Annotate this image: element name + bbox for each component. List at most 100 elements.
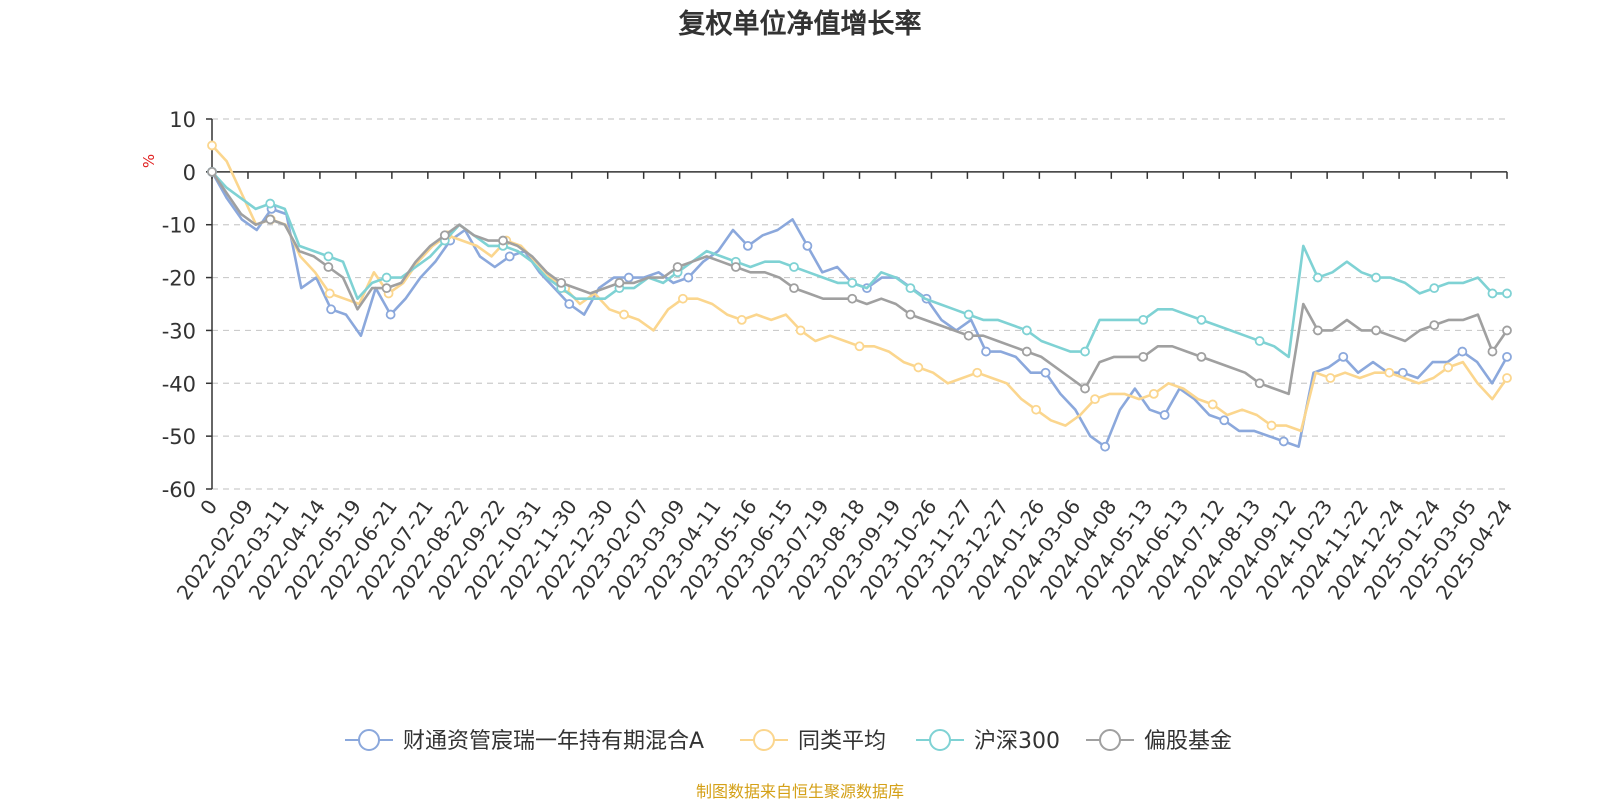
data-point[interactable]: [1371, 272, 1381, 283]
data-point[interactable]: [1338, 351, 1349, 362]
data-point[interactable]: [1040, 367, 1051, 378]
data-point[interactable]: [1429, 283, 1440, 294]
legend-item-0[interactable]: 财通资管宸瑞一年持有期混合A: [345, 729, 704, 754]
data-point[interactable]: [1487, 346, 1498, 357]
data-point[interactable]: [1138, 314, 1149, 325]
data-point[interactable]: [1254, 336, 1265, 346]
data-point[interactable]: [207, 166, 217, 177]
legend-marker-circle: [753, 729, 775, 751]
data-point[interactable]: [1429, 320, 1440, 331]
data-point[interactable]: [1021, 325, 1032, 336]
legend-marker-circle: [1099, 729, 1121, 751]
legend-item-3[interactable]: 偏股基金: [1086, 729, 1232, 754]
data-point[interactable]: [1457, 346, 1468, 357]
legend-label: 偏股基金: [1144, 729, 1232, 754]
data-point[interactable]: [1207, 399, 1218, 410]
data-point[interactable]: [1219, 415, 1230, 426]
y-tick-label: -10: [162, 214, 196, 238]
y-tick-label: 0: [183, 161, 196, 185]
data-point[interactable]: [1148, 388, 1159, 399]
data-point[interactable]: [265, 198, 276, 209]
y-tick-label: -40: [162, 372, 196, 396]
data-point[interactable]: [326, 304, 336, 315]
data-point[interactable]: [1090, 394, 1100, 405]
data-point[interactable]: [614, 277, 625, 288]
data-point[interactable]: [1254, 378, 1265, 389]
data-point[interactable]: [381, 283, 392, 294]
data-point[interactable]: [1502, 325, 1512, 336]
data-point[interactable]: [789, 283, 799, 294]
y-tick-label: -60: [162, 478, 196, 502]
data-point[interactable]: [504, 251, 515, 262]
data-point[interactable]: [736, 314, 747, 325]
data-point[interactable]: [913, 362, 924, 373]
data-point[interactable]: [323, 262, 334, 272]
data-point[interactable]: [1159, 410, 1170, 420]
data-point[interactable]: [1502, 288, 1512, 299]
data-point[interactable]: [963, 330, 974, 341]
data-point[interactable]: [498, 235, 508, 246]
series-line-3[interactable]: [210, 171, 1509, 396]
legend-item-1[interactable]: 同类平均: [740, 729, 886, 754]
data-point[interactable]: [802, 240, 813, 251]
x-tick-label: 0: [195, 495, 222, 519]
series-line-1[interactable]: [211, 144, 1509, 433]
data-point[interactable]: [1031, 404, 1041, 415]
data-point[interactable]: [1443, 362, 1454, 373]
data-point[interactable]: [207, 140, 217, 151]
data-point[interactable]: [1502, 351, 1512, 362]
data-point[interactable]: [1278, 436, 1289, 447]
legend-label: 财通资管宸瑞一年持有期混合A: [403, 729, 704, 754]
legend[interactable]: 财通资管宸瑞一年持有期混合A 同类平均 沪深300 偏股基金: [345, 729, 1232, 754]
series-line-0[interactable]: [210, 171, 1509, 448]
data-point[interactable]: [323, 251, 334, 262]
data-point[interactable]: [1384, 367, 1395, 378]
data-point[interactable]: [385, 309, 396, 320]
data-point[interactable]: [789, 262, 799, 272]
data-point[interactable]: [1312, 325, 1323, 336]
data-point[interactable]: [1487, 288, 1498, 299]
chart-title: 复权单位净值增长率: [679, 8, 922, 40]
data-point[interactable]: [1021, 346, 1032, 357]
data-point[interactable]: [847, 277, 858, 288]
data-point[interactable]: [683, 272, 694, 283]
y-tick-label: -20: [162, 267, 196, 291]
data-point[interactable]: [1196, 314, 1207, 325]
data-point[interactable]: [1325, 373, 1336, 383]
legend-label: 同类平均: [798, 729, 886, 754]
data-point[interactable]: [381, 272, 392, 283]
data-point[interactable]: [1100, 441, 1111, 452]
data-point[interactable]: [1371, 325, 1381, 336]
legend-item-2[interactable]: 沪深300: [916, 729, 1060, 754]
data-point[interactable]: [324, 288, 335, 299]
data-point[interactable]: [905, 283, 916, 294]
y-tick-label: -50: [162, 425, 196, 449]
data-point[interactable]: [1312, 272, 1323, 283]
data-point[interactable]: [1266, 420, 1277, 431]
data-point[interactable]: [1196, 351, 1207, 362]
data-point[interactable]: [905, 309, 916, 320]
data-point[interactable]: [1138, 351, 1149, 362]
data-point[interactable]: [795, 325, 806, 336]
data-point[interactable]: [963, 309, 974, 320]
data-point[interactable]: [847, 293, 858, 304]
data-point[interactable]: [672, 262, 683, 272]
data-point[interactable]: [730, 262, 741, 272]
data-point[interactable]: [265, 214, 276, 225]
data-point[interactable]: [439, 230, 450, 241]
data-point[interactable]: [1080, 346, 1090, 357]
data-point[interactable]: [1080, 383, 1090, 394]
data-point[interactable]: [623, 272, 634, 283]
legend-label: 沪深300: [974, 729, 1060, 754]
data-point[interactable]: [619, 309, 629, 320]
data-point[interactable]: [972, 367, 983, 378]
data-point[interactable]: [678, 293, 688, 304]
data-point[interactable]: [564, 299, 575, 309]
series-line-2[interactable]: [211, 171, 1507, 359]
data-point[interactable]: [556, 277, 567, 288]
data-point[interactable]: [1502, 373, 1512, 383]
data-point[interactable]: [742, 240, 753, 251]
data-point[interactable]: [854, 341, 865, 352]
data-point[interactable]: [981, 346, 991, 357]
